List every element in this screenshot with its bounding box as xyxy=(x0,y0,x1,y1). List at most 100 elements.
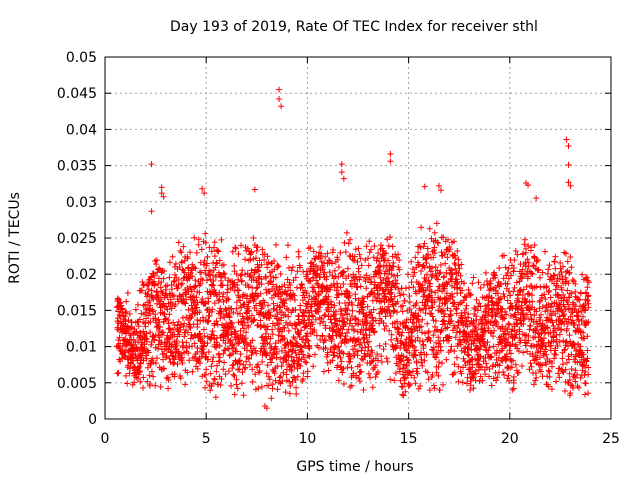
data-point xyxy=(367,374,374,381)
data-point xyxy=(119,322,126,329)
data-point xyxy=(422,302,429,309)
data-point xyxy=(326,269,333,276)
data-point xyxy=(115,336,122,343)
data-point xyxy=(298,356,305,363)
data-point xyxy=(269,385,276,392)
data-point xyxy=(547,303,554,310)
data-point xyxy=(268,395,275,402)
data-point xyxy=(179,359,186,366)
data-point xyxy=(194,345,201,352)
data-point xyxy=(348,299,355,306)
data-point xyxy=(394,342,401,349)
data-point xyxy=(333,328,340,335)
data-point xyxy=(565,143,572,150)
data-point xyxy=(380,255,387,262)
data-point xyxy=(390,272,397,279)
data-point xyxy=(152,317,159,324)
data-point xyxy=(273,241,280,248)
data-point xyxy=(331,267,338,274)
data-point xyxy=(140,384,147,391)
data-point xyxy=(380,346,387,353)
data-point xyxy=(435,372,442,379)
data-point xyxy=(140,328,147,335)
data-point xyxy=(534,257,541,264)
data-point xyxy=(181,349,188,356)
data-point xyxy=(378,353,385,360)
data-point xyxy=(156,301,163,308)
data-point xyxy=(114,326,121,333)
data-point xyxy=(384,358,391,365)
data-point xyxy=(254,292,261,299)
data-point xyxy=(267,312,274,319)
data-point xyxy=(306,353,313,360)
data-point xyxy=(464,323,471,330)
data-point xyxy=(528,244,535,251)
data-point xyxy=(258,276,265,283)
data-point xyxy=(472,324,479,331)
data-point xyxy=(423,252,430,259)
data-point xyxy=(166,325,173,332)
data-point xyxy=(565,179,572,186)
data-point xyxy=(397,338,404,345)
data-point xyxy=(472,306,479,313)
data-point xyxy=(398,383,405,390)
data-point xyxy=(326,259,333,266)
data-point xyxy=(406,349,413,356)
data-point xyxy=(368,359,375,366)
data-point xyxy=(379,305,386,312)
data-point xyxy=(497,295,504,302)
data-point xyxy=(496,334,503,341)
data-point xyxy=(221,359,228,366)
data-point xyxy=(360,387,367,394)
data-point xyxy=(576,321,583,328)
data-point xyxy=(150,373,157,380)
data-point xyxy=(451,361,458,368)
data-point xyxy=(506,292,513,299)
data-point xyxy=(421,183,428,190)
data-point xyxy=(263,370,270,377)
data-point xyxy=(359,304,366,311)
data-point xyxy=(393,335,400,342)
data-point xyxy=(392,277,399,284)
data-point xyxy=(563,359,570,366)
data-point xyxy=(366,331,373,338)
data-point xyxy=(552,265,559,272)
data-point xyxy=(217,272,224,279)
data-point xyxy=(486,373,493,380)
data-point xyxy=(204,277,211,284)
data-point xyxy=(250,255,257,262)
data-point xyxy=(428,274,435,281)
data-point xyxy=(265,288,272,295)
data-point xyxy=(399,329,406,336)
data-point xyxy=(479,329,486,336)
data-point xyxy=(508,262,515,269)
data-point xyxy=(571,344,578,351)
data-point xyxy=(272,274,279,281)
data-point xyxy=(277,373,284,380)
data-point xyxy=(454,343,461,350)
data-point xyxy=(386,278,393,285)
data-point xyxy=(125,340,132,347)
data-point xyxy=(305,344,312,351)
data-point xyxy=(526,366,533,373)
data-point xyxy=(394,280,401,287)
data-point xyxy=(387,291,394,298)
data-point xyxy=(173,337,180,344)
data-point xyxy=(171,271,178,278)
data-point xyxy=(230,371,237,378)
data-point xyxy=(307,325,314,332)
data-point xyxy=(220,333,227,340)
data-point xyxy=(196,331,203,338)
data-point xyxy=(269,326,276,333)
data-point xyxy=(396,266,403,273)
data-point xyxy=(562,250,569,257)
data-point xyxy=(245,299,252,306)
data-point xyxy=(560,280,567,287)
data-point xyxy=(281,345,288,352)
data-point xyxy=(482,371,489,378)
data-point xyxy=(440,381,447,388)
data-point xyxy=(498,347,505,354)
data-point xyxy=(283,254,290,261)
data-point xyxy=(126,370,133,377)
data-point xyxy=(150,270,157,277)
